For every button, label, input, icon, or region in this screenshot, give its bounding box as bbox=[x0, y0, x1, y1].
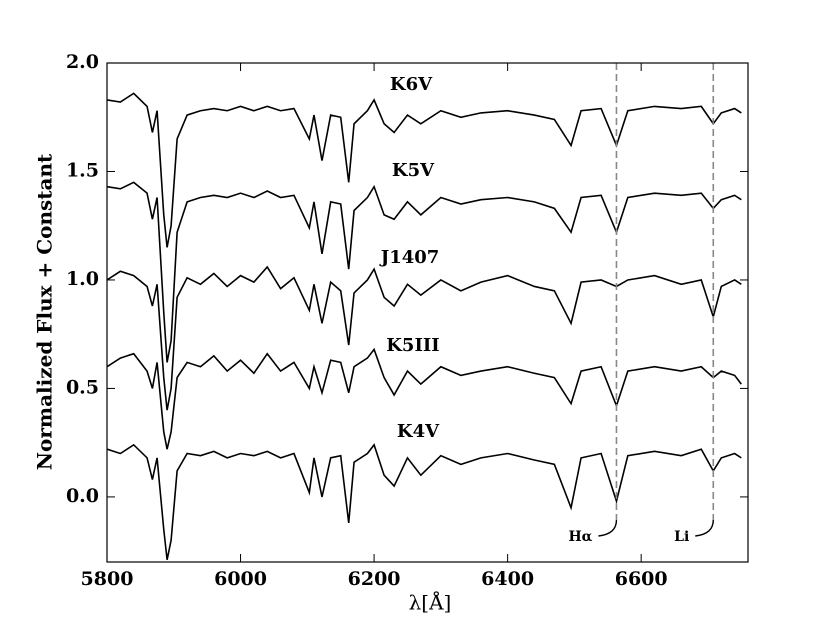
y-tick-label: 1.5 bbox=[66, 159, 99, 181]
spectrum-line bbox=[107, 443, 742, 560]
x-tick-label: 6600 bbox=[615, 568, 668, 590]
annotation-hook bbox=[695, 519, 714, 537]
annotation-hook bbox=[598, 519, 618, 537]
series-label: K6V bbox=[390, 74, 433, 95]
plot-area bbox=[107, 92, 742, 560]
y-tick-label: 0.5 bbox=[66, 376, 99, 398]
x-tick-label: 6000 bbox=[214, 568, 267, 590]
series-label: K5III bbox=[386, 335, 439, 356]
series-label: K4V bbox=[397, 421, 440, 442]
spectrum-line bbox=[107, 347, 742, 450]
y-tick-label: 1.0 bbox=[66, 268, 99, 290]
x-axis-label: λ[Å] bbox=[409, 590, 452, 615]
annotation-label: Li bbox=[674, 529, 689, 545]
series-label: J1407 bbox=[379, 247, 440, 268]
y-axis-label: Normalized Flux + Constant bbox=[33, 153, 57, 470]
spectrum-line bbox=[107, 92, 742, 248]
series-label: K5V bbox=[392, 160, 435, 181]
x-tick-label: 6400 bbox=[481, 568, 534, 590]
spectrum-line bbox=[107, 265, 742, 411]
plot-frame bbox=[106, 62, 749, 563]
x-tick-label: 6200 bbox=[348, 568, 401, 590]
y-tick-label: 0.0 bbox=[66, 485, 99, 507]
spectrum-line bbox=[107, 181, 742, 363]
x-tick-label: 5800 bbox=[81, 568, 134, 590]
annotation-label: Hα bbox=[568, 529, 592, 545]
y-tick-label: 2.0 bbox=[66, 51, 99, 73]
